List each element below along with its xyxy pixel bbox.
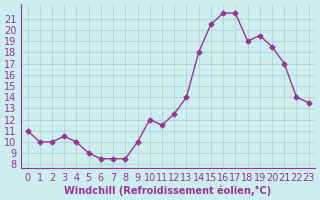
- X-axis label: Windchill (Refroidissement éolien,°C): Windchill (Refroidissement éolien,°C): [65, 185, 272, 196]
